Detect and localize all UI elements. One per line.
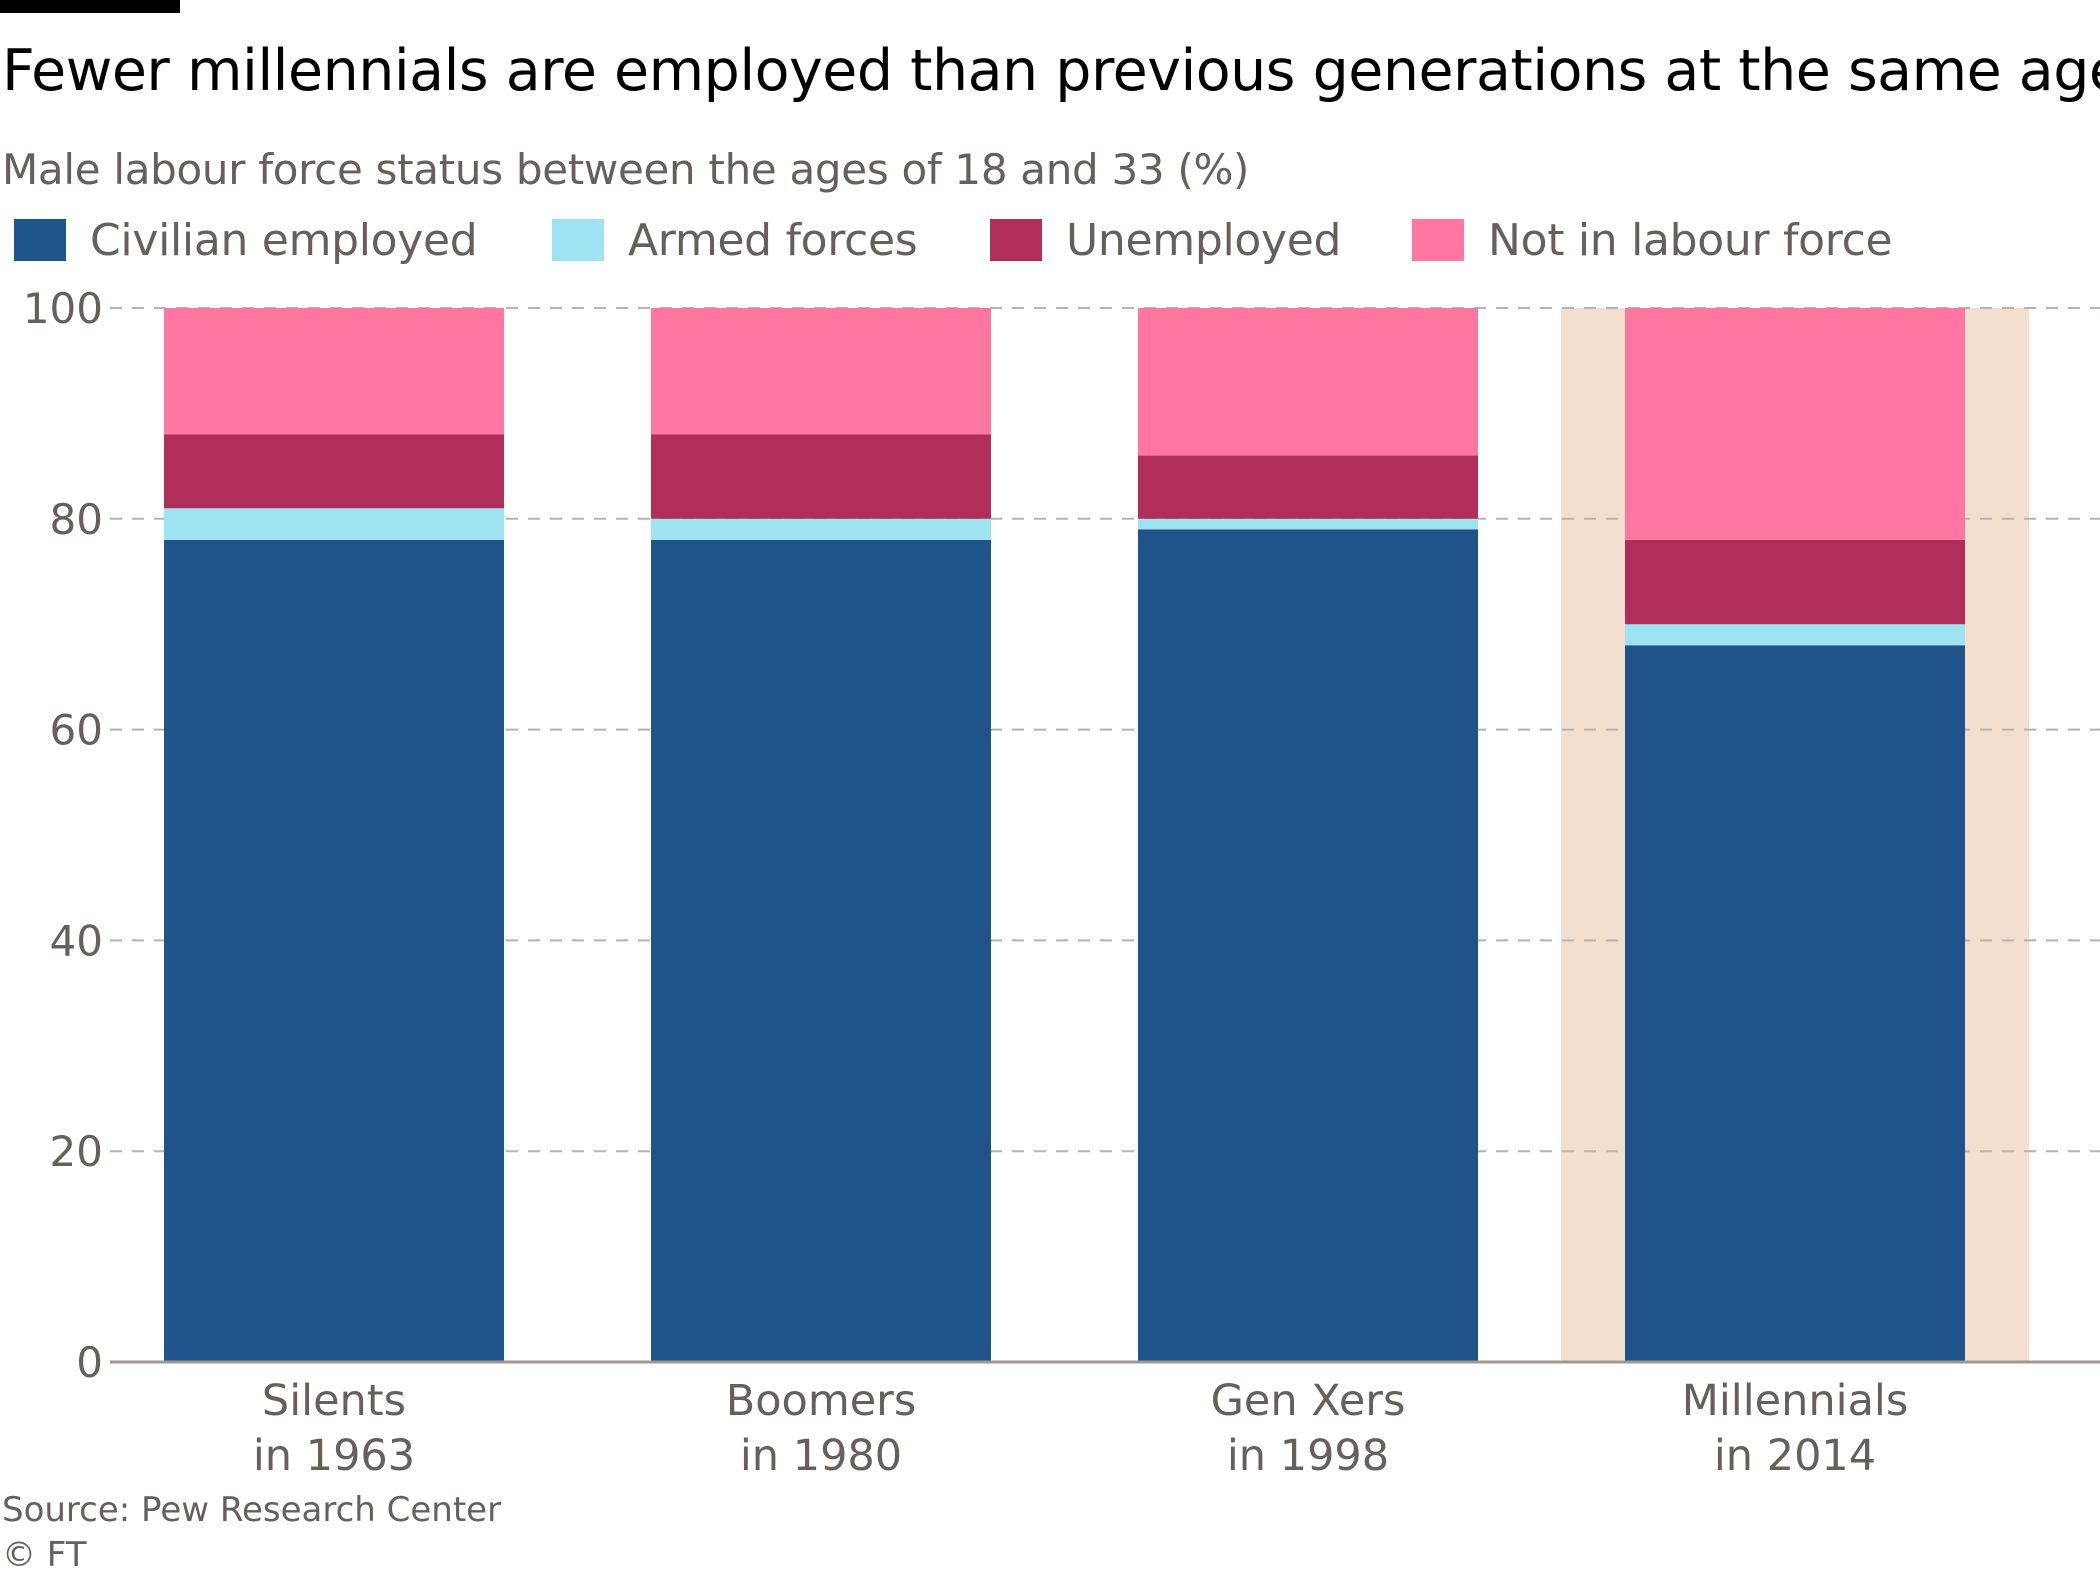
top-accent-bar [0, 0, 180, 13]
copyright-note: © FT [2, 1535, 87, 1575]
bar-segment [1625, 624, 1965, 646]
y-tick-label: 100 [23, 284, 103, 333]
bar-segment [1625, 539, 1965, 625]
chart-subtitle: Male labour force status between the age… [2, 145, 1250, 194]
x-category-label: in 1980 [740, 1431, 902, 1481]
legend-swatch [552, 219, 604, 261]
source-note: Source: Pew Research Center [2, 1490, 502, 1530]
x-category-label: Boomers [726, 1376, 917, 1426]
x-category-label: in 2014 [1714, 1431, 1876, 1481]
legend-item-civilian-employed: Civilian employed [14, 210, 478, 270]
bar-segment [1138, 455, 1478, 519]
bar-segment [164, 308, 504, 435]
chart-title: Fewer millennials are employed than prev… [2, 38, 2100, 104]
legend-label: Civilian employed [90, 214, 478, 266]
bar-segment [1138, 529, 1478, 1362]
legend-label: Armed forces [628, 214, 918, 266]
bar-segment [651, 434, 991, 519]
bar-segment [164, 434, 504, 509]
bar-segment [164, 508, 504, 540]
y-tick-label: 20 [50, 1127, 103, 1176]
x-category-label: Silents [262, 1376, 406, 1426]
x-category-label: Gen Xers [1211, 1376, 1406, 1426]
x-category-label: in 1998 [1227, 1431, 1389, 1481]
y-tick-label: 40 [50, 916, 103, 965]
y-tick-label: 80 [50, 495, 103, 544]
bar-segment [651, 308, 991, 435]
legend-item-armed-forces: Armed forces [552, 210, 918, 270]
y-tick-label: 0 [76, 1338, 103, 1387]
x-category-label: in 1963 [253, 1431, 415, 1481]
bar-segment [1138, 518, 1478, 530]
legend-label: Not in labour force [1488, 214, 1893, 266]
legend-item-unemployed: Unemployed [990, 210, 1341, 270]
bar-segment [164, 539, 504, 1362]
bar-segment [1625, 308, 1965, 540]
legend-item-not-in-labour-force: Not in labour force [1412, 210, 1893, 270]
bar-segment [1138, 308, 1478, 456]
bar-segment [651, 518, 991, 540]
legend-swatch [14, 219, 66, 261]
x-category-label: Millennials [1682, 1376, 1909, 1426]
bar-segment [1625, 645, 1965, 1362]
legend-swatch [1412, 219, 1464, 261]
legend-swatch [990, 219, 1042, 261]
legend-label: Unemployed [1066, 214, 1342, 266]
bar-segment [651, 539, 991, 1362]
y-tick-label: 60 [50, 706, 103, 755]
